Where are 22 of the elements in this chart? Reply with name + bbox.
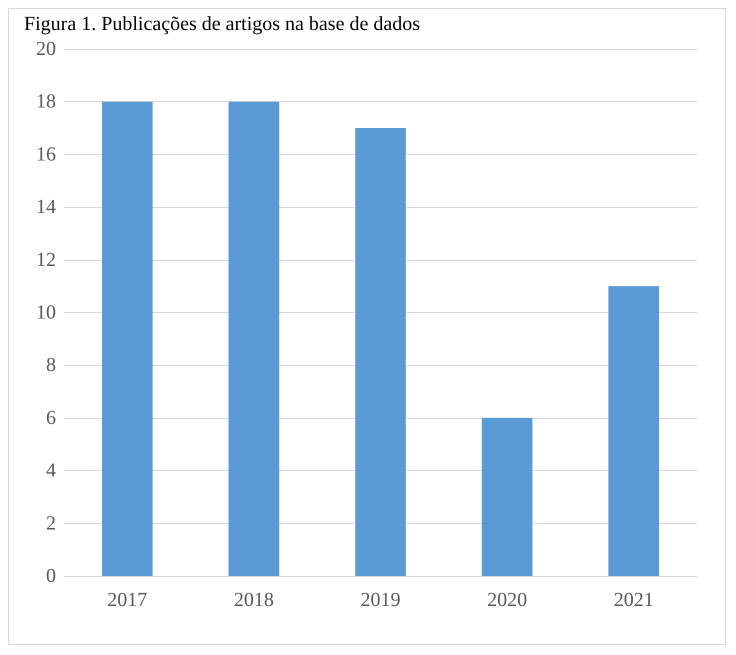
bar [228, 102, 280, 576]
bar [355, 128, 406, 576]
y-tick-label: 0 [46, 565, 56, 587]
y-tick-label: 18 [36, 90, 56, 113]
x-tick-label: 2017 [107, 589, 148, 611]
y-tick-label: 12 [36, 248, 56, 271]
y-tick-label: 8 [46, 354, 56, 376]
x-tick-label: 2021 [614, 589, 654, 611]
y-tick-label: 20 [36, 38, 56, 60]
y-tick-label: 14 [36, 196, 56, 218]
x-tick-label: 2018 [234, 589, 274, 611]
x-tick-label: 2020 [487, 589, 528, 611]
y-tick-label: 4 [46, 460, 56, 482]
chart-title: Figura 1. Publicações de artigos na base de dados [24, 13, 420, 35]
y-tick-label: 16 [36, 143, 56, 166]
bar [608, 286, 660, 576]
y-tick-label: 10 [36, 302, 56, 324]
bar [482, 418, 532, 576]
x-tick-label: 2019 [360, 589, 400, 611]
y-tick-label: 2 [46, 512, 56, 534]
y-tick-label: 6 [46, 406, 56, 429]
bar [102, 102, 153, 576]
